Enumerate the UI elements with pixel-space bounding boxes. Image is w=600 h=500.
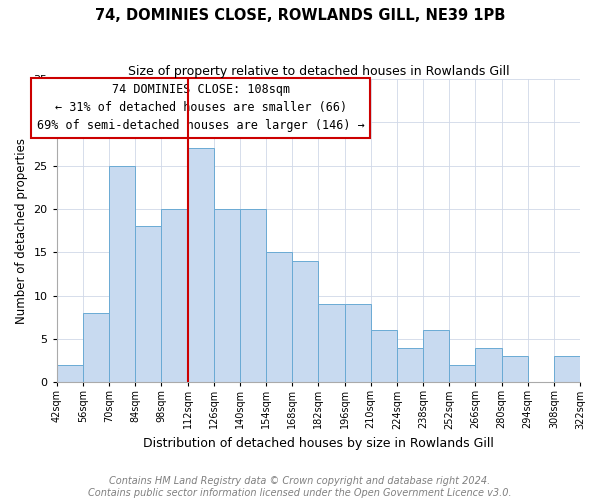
Bar <box>161 209 188 382</box>
Bar <box>423 330 449 382</box>
Bar <box>135 226 161 382</box>
Bar <box>109 166 135 382</box>
Bar <box>449 365 475 382</box>
Y-axis label: Number of detached properties: Number of detached properties <box>15 138 28 324</box>
Bar <box>371 330 397 382</box>
Text: 74, DOMINIES CLOSE, ROWLANDS GILL, NE39 1PB: 74, DOMINIES CLOSE, ROWLANDS GILL, NE39 … <box>95 8 505 22</box>
Bar <box>57 365 83 382</box>
X-axis label: Distribution of detached houses by size in Rowlands Gill: Distribution of detached houses by size … <box>143 437 494 450</box>
Bar <box>502 356 527 382</box>
Text: Contains HM Land Registry data © Crown copyright and database right 2024.
Contai: Contains HM Land Registry data © Crown c… <box>88 476 512 498</box>
Bar <box>266 252 292 382</box>
Bar <box>554 356 580 382</box>
Bar <box>397 348 423 382</box>
Bar <box>292 261 319 382</box>
Title: Size of property relative to detached houses in Rowlands Gill: Size of property relative to detached ho… <box>128 65 509 78</box>
Bar <box>83 313 109 382</box>
Bar <box>344 304 371 382</box>
Bar <box>319 304 344 382</box>
Bar <box>475 348 502 382</box>
Bar <box>214 209 240 382</box>
Bar <box>188 148 214 382</box>
Bar <box>240 209 266 382</box>
Text: 74 DOMINIES CLOSE: 108sqm
← 31% of detached houses are smaller (66)
69% of semi-: 74 DOMINIES CLOSE: 108sqm ← 31% of detac… <box>37 84 364 132</box>
